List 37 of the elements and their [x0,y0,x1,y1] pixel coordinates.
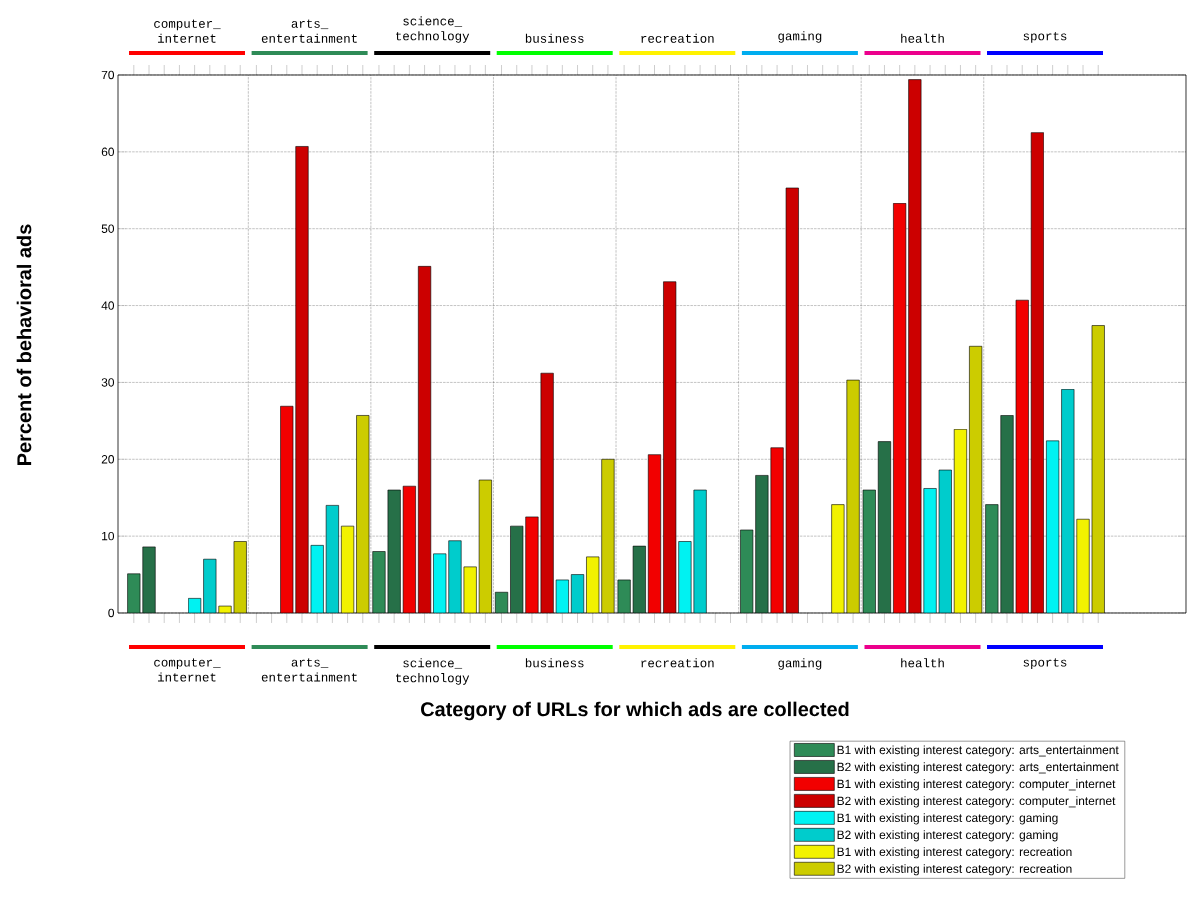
category-label: science_ technology [396,658,470,685]
legend-label: B1 with existing interest category: arts_entertainment [837,745,1119,757]
y-tick-label: 0 [108,608,115,618]
category-label: business [525,658,584,668]
x-axis-title: Category of URLs for which ads are collected [421,701,849,721]
legend-label: B2 with existing interest category: computer_internet [837,796,1116,808]
x-tick-label: arts_ entertainment [261,19,357,43]
legend-label: B2 with existing interest category: recreation [837,864,1072,876]
y-tick-label: 50 [101,224,115,233]
bar [678,541,692,613]
x-tick-label: science_ technology [396,16,470,43]
category-label: gaming [778,658,822,670]
legend-label: B2 with existing interest category: gaming [837,830,1058,842]
x-tick-label: gaming [778,31,822,43]
x-tick-label: health [901,33,944,43]
bar [372,551,386,613]
category-label: sports [1023,658,1067,670]
y-tick-label: 60 [101,147,115,157]
y-tick-label: 70 [101,70,115,80]
legend-label: B1 with existing interest category: computer_internet [837,779,1116,791]
category-label: arts_ entertainment [261,658,357,682]
y-tick-label: 40 [101,301,115,310]
legend-label: B2 with existing interest category: arts_entertainment [837,762,1119,774]
y-axis-title: Percent of behavioral ads [16,224,32,465]
category-label: health [901,658,944,668]
category-label: computer_ internet [154,658,221,682]
y-tick-label: 30 [101,378,115,387]
x-tick-label: computer_ internet [154,19,221,43]
legend-label: B1 with existing interest category: recreation [837,847,1072,859]
y-tick-label: 20 [101,455,115,464]
y-tick-label: 10 [102,531,115,541]
category-label: recreation [641,658,714,668]
x-tick-label: business [525,33,584,43]
legend-label: B1 with existing interest category: gaming [837,813,1058,825]
bar [923,488,937,613]
x-tick-label: sports [1023,31,1067,43]
x-tick-label: recreation [641,33,714,43]
